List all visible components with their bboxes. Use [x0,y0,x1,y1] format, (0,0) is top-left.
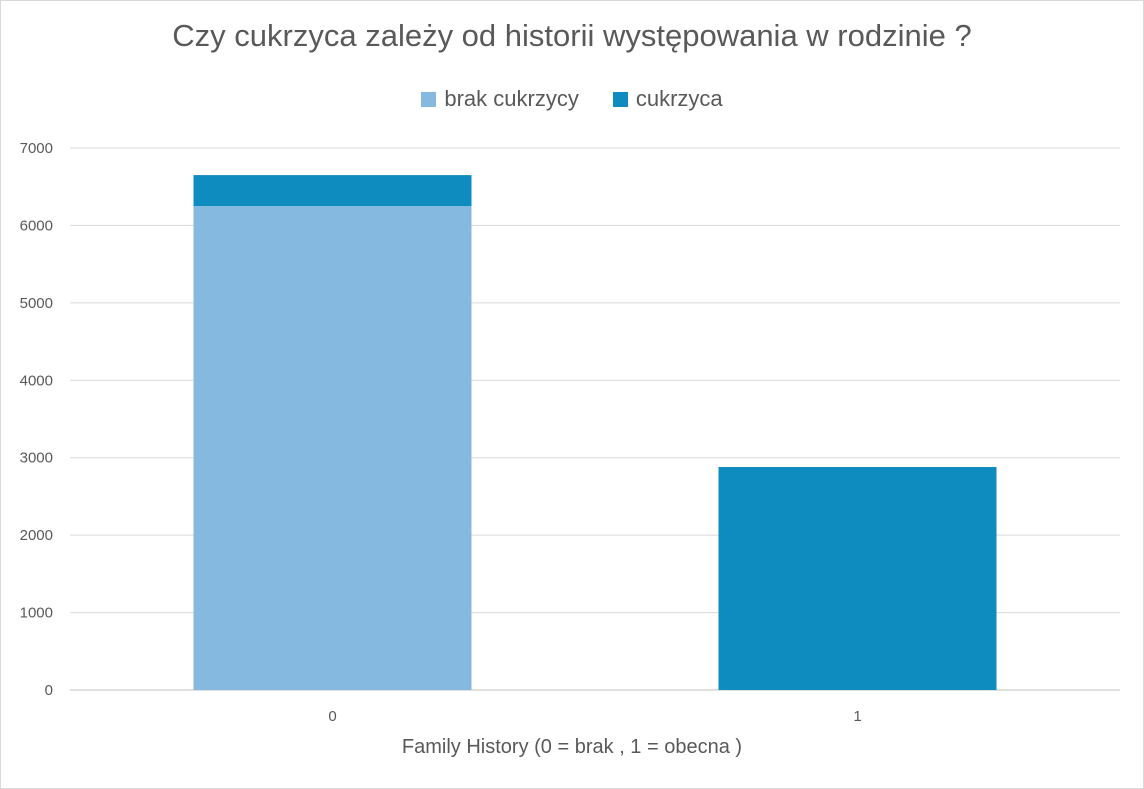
y-tick-label-4000: 4000 [20,372,53,389]
y-tick-label-3000: 3000 [20,450,53,467]
legend-item-cukrzyca: cukrzyca [612,86,723,112]
legend-swatch-brak-cukrzycy [421,91,437,107]
chart-title: Czy cukrzyca zależy od historii występow… [172,18,972,53]
bar-1-series-1 [718,467,997,690]
x-tick-label-0: 0 [328,708,336,725]
legend: brak cukrzycy cukrzyca [0,86,1144,112]
bar-0-series-1 [193,175,472,207]
y-tick-label-5000: 5000 [20,295,53,312]
bar-0-series-0 [193,206,472,691]
y-tick-label-2000: 2000 [20,527,53,544]
x-axis-label: Family History (0 = brak , 1 = obecna ) [401,736,743,758]
legend-label-cukrzyca: cukrzyca [635,86,723,111]
legend-label-brak-cukrzycy: brak cukrzycy [444,86,579,111]
legend-item-brak-cukrzycy: brak cukrzycy [421,86,579,112]
y-tick-label-0: 0 [45,682,53,699]
legend-swatch-cukrzyca [612,91,628,107]
y-tick-label-6000: 6000 [20,217,53,234]
x-tick-label-1: 1 [853,708,861,725]
y-tick-label-7000: 7000 [20,140,53,157]
y-tick-label-1000: 1000 [20,605,53,622]
